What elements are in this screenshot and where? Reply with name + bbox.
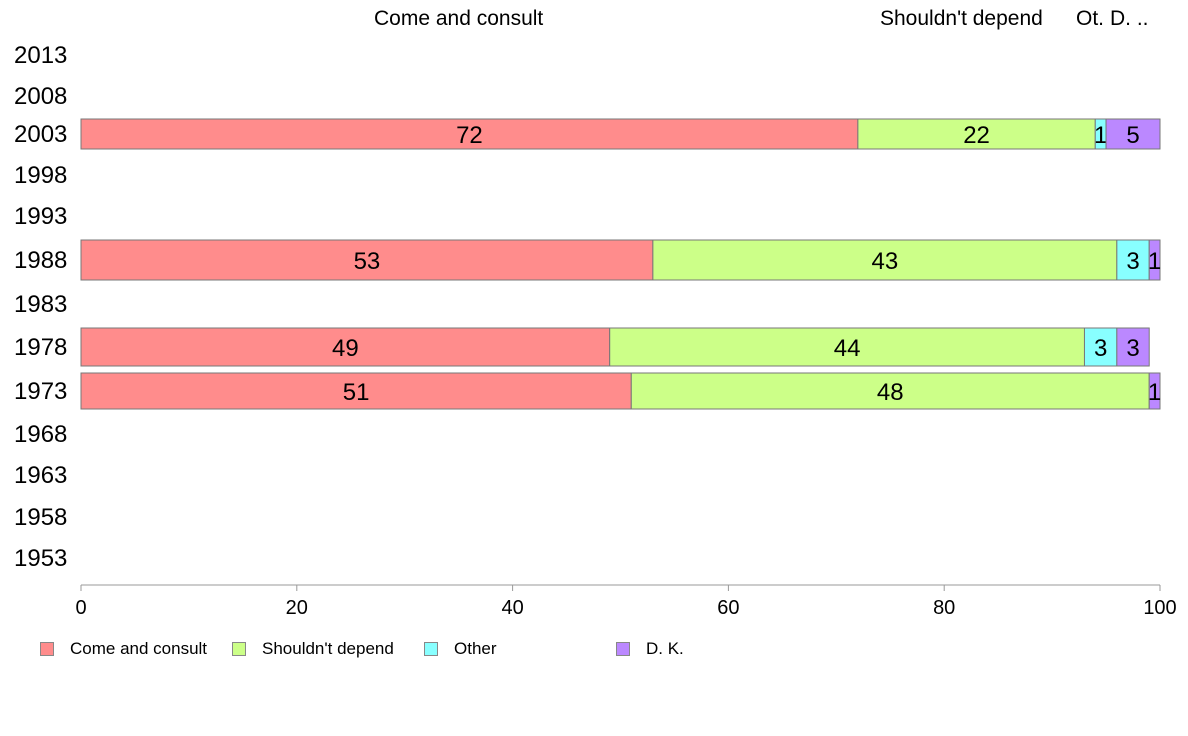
bar-1988-come-and-consult — [80, 239, 654, 281]
y-tick-label-2003: 2003 — [14, 121, 67, 148]
bar-1988-other — [1116, 239, 1150, 281]
bar-label-1973-shouldn-t-depend: 48 — [877, 379, 904, 406]
y-tick-label-1963: 1963 — [14, 462, 67, 489]
y-tick-label-1998: 1998 — [14, 162, 67, 189]
bar-label-1973-d-k: 1 — [1148, 379, 1161, 406]
bar-1973-shouldn-t-depend — [630, 372, 1150, 410]
header-label-come-and-consult: Come and consult — [374, 7, 544, 30]
bar-label-1973-come-and-consult: 51 — [343, 379, 370, 406]
bar-label-1988-shouldn-t-depend: 43 — [872, 248, 899, 275]
bar-1973-d-k — [1148, 372, 1161, 410]
legend-label: Shouldn't depend — [262, 639, 394, 658]
y-tick-label-1983: 1983 — [14, 291, 67, 318]
legend-label: D. K. — [646, 639, 684, 658]
bar-label-1978-d-k: 3 — [1126, 335, 1139, 362]
x-tick-label-0: 0 — [75, 597, 86, 619]
bar-1988-d-k — [1148, 239, 1161, 281]
x-axis: 0 20 40 60 80 100 — [75, 584, 1177, 619]
header-label-other: Ot. — [1076, 7, 1105, 30]
bars-layer: 51 48 149 44 3 353 43 3 172 22 1 5 — [80, 118, 1161, 410]
legend-item-shouldnt-depend: Shouldn't depend — [232, 639, 424, 659]
bar-label-2003-come-and-consult: 72 — [456, 122, 483, 149]
y-tick-label-1978: 1978 — [14, 334, 67, 361]
bar-label-1978-come-and-consult: 49 — [332, 335, 359, 362]
y-axis-ticks: 1953 1958 1963 1968 1973 1978 1983 1988 1993 1998… — [14, 42, 67, 572]
bar-1978-other — [1083, 327, 1118, 367]
bar-label-1988-come-and-consult: 53 — [354, 248, 381, 275]
y-tick-label-1953: 1953 — [14, 545, 67, 572]
x-tick-label-20: 20 — [286, 597, 308, 619]
bar-label-1988-other: 3 — [1126, 248, 1139, 275]
legend-item-come-and-consult: Come and consult — [40, 639, 232, 659]
x-tick-label-40: 40 — [501, 597, 523, 619]
y-tick-label-1988: 1988 — [14, 247, 67, 274]
bar-label-1978-other: 3 — [1094, 335, 1107, 362]
legend-swatch — [616, 642, 630, 656]
y-tick-label-1993: 1993 — [14, 203, 67, 230]
legend-swatch — [232, 642, 246, 656]
y-tick-label-1973: 1973 — [14, 378, 67, 405]
bar-2003-d-k — [1105, 118, 1161, 150]
legend-item-other: Other — [424, 639, 616, 659]
y-tick-label-2013: 2013 — [14, 42, 67, 69]
y-tick-label-1958: 1958 — [14, 504, 67, 531]
y-tick-label-1968: 1968 — [14, 421, 67, 448]
bar-1973-come-and-consult — [80, 372, 632, 410]
bar-1978-d-k — [1116, 327, 1150, 367]
bar-2003-shouldn-t-depend — [857, 118, 1096, 150]
y-tick-label-2008: 2008 — [14, 83, 67, 110]
header-label-dk: D. .. — [1110, 7, 1149, 30]
bar-label-2003-other: 1 — [1094, 122, 1107, 149]
legend-item-dk: D. K. — [616, 639, 808, 659]
bar-label-1978-shouldn-t-depend: 44 — [834, 335, 861, 362]
legend-swatch — [424, 642, 438, 656]
bar-1988-shouldn-t-depend — [652, 239, 1118, 281]
legend: Come and consult Shouldn't depend Other … — [40, 639, 808, 659]
bar-label-2003-d-k: 5 — [1126, 122, 1139, 149]
bar-label-2003-shouldn-t-depend: 22 — [963, 122, 990, 149]
legend-label: Come and consult — [70, 639, 208, 658]
x-tick-label-60: 60 — [717, 597, 739, 619]
legend-swatch — [40, 642, 54, 656]
legend-label: Other — [454, 639, 497, 658]
x-tick-label-80: 80 — [933, 597, 955, 619]
bar-label-1988-d-k: 1 — [1148, 248, 1161, 275]
x-tick-label-100: 100 — [1143, 597, 1176, 619]
header-label-shouldnt-depend: Shouldn't depend — [880, 7, 1043, 30]
